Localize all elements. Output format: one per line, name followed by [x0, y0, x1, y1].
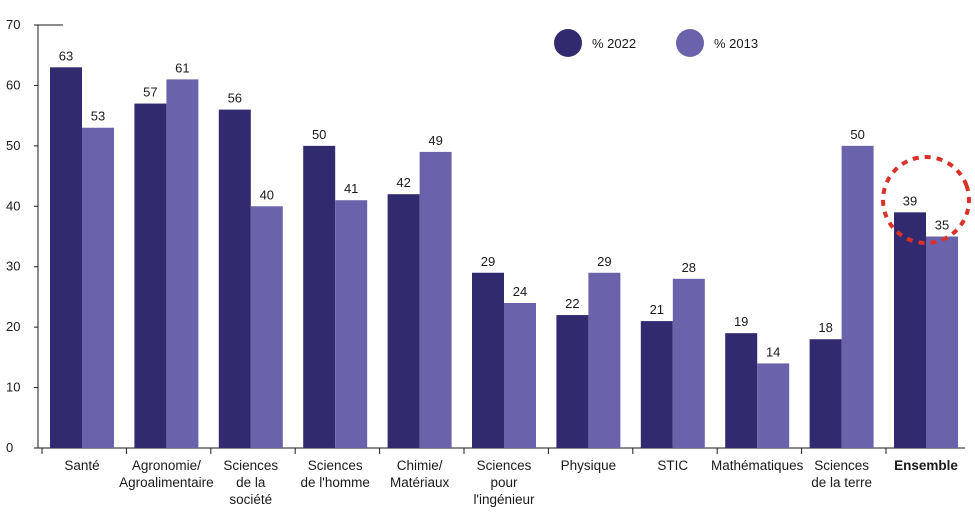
data-label: 53 — [91, 109, 105, 124]
bar — [134, 104, 166, 448]
category-label-line: STIC — [657, 458, 688, 473]
bar — [556, 315, 588, 448]
data-label: 49 — [428, 133, 442, 148]
bar — [842, 146, 874, 448]
category-label: Mathématiques — [711, 458, 804, 473]
category-label-line: Santé — [64, 458, 99, 473]
y-tick-label: 10 — [6, 380, 20, 395]
bar — [251, 206, 283, 448]
category-labels: Santé Agronomie/Agroalimentaire Sciences de… — [64, 458, 958, 507]
bar — [82, 128, 114, 448]
y-tick-label: 70 — [6, 17, 20, 32]
category-label-line: de la terre — [811, 475, 872, 490]
category-label: Sciences de la terre — [811, 458, 872, 490]
y-tick-label: 60 — [6, 77, 20, 92]
data-label: 18 — [818, 320, 832, 335]
category-label-line: Sciences — [814, 458, 869, 473]
data-label: 29 — [597, 254, 611, 269]
bar — [166, 79, 198, 448]
bar — [303, 146, 335, 448]
category-label-line: Sciences — [308, 458, 363, 473]
category-label-line: Physique — [561, 458, 617, 473]
data-label: 63 — [59, 48, 73, 63]
category-label-line: Sciences — [477, 458, 532, 473]
data-label: 42 — [396, 175, 410, 190]
bar — [641, 321, 673, 448]
category-label: Sciences pour l'ingénieur — [473, 458, 535, 507]
data-label: 19 — [734, 314, 748, 329]
data-label: 35 — [935, 218, 949, 233]
bar — [420, 152, 452, 448]
bar — [588, 273, 620, 448]
bar — [50, 67, 82, 448]
data-label: 22 — [565, 296, 579, 311]
category-label: Ensemble — [894, 458, 958, 473]
bar — [335, 200, 367, 448]
data-label: 41 — [344, 181, 358, 196]
category-label-line: pour — [490, 475, 518, 490]
bar — [388, 194, 420, 448]
category-label-line: Mathématiques — [711, 458, 804, 473]
category-label: STIC — [657, 458, 688, 473]
category-label-line: Agronomie/ — [132, 458, 201, 473]
category-label-line: de la — [236, 475, 266, 490]
y-tick-label: 30 — [6, 259, 20, 274]
y-tick-label: 20 — [6, 319, 20, 334]
data-label: 50 — [312, 127, 326, 142]
legend-label: % 2013 — [714, 36, 758, 51]
bar — [504, 303, 536, 448]
y-tick-label: 50 — [6, 138, 20, 153]
bar — [926, 237, 958, 449]
y-tick-label: 40 — [6, 198, 20, 213]
category-label-line: Chimie/ — [397, 458, 443, 473]
category-label-line: Agroalimentaire — [119, 475, 214, 490]
bar — [894, 212, 926, 448]
category-label: Physique — [561, 458, 617, 473]
data-label: 21 — [650, 302, 664, 317]
bar — [810, 339, 842, 448]
data-label: 40 — [260, 187, 274, 202]
category-label-line: de l'homme — [301, 475, 370, 490]
bar — [472, 273, 504, 448]
category-label: Agronomie/Agroalimentaire — [119, 458, 214, 490]
bar — [673, 279, 705, 448]
category-label-line: Ensemble — [894, 458, 958, 473]
category-label: Santé — [64, 458, 99, 473]
data-label: 24 — [513, 284, 527, 299]
category-label-line: l'ingénieur — [473, 492, 535, 507]
category-label-line: société — [229, 492, 272, 507]
category-label-line: Sciences — [223, 458, 278, 473]
legend-label: % 2022 — [592, 36, 636, 51]
data-label: 28 — [682, 260, 696, 275]
bar — [219, 110, 251, 448]
data-label: 39 — [903, 193, 917, 208]
data-label: 57 — [143, 85, 157, 100]
category-label-line: Matériaux — [390, 475, 450, 490]
data-label: 14 — [766, 344, 780, 359]
data-label: 50 — [850, 127, 864, 142]
category-label: Sciences de l'homme — [301, 458, 370, 490]
legend-swatch — [676, 29, 704, 57]
data-label: 29 — [481, 254, 495, 269]
bar — [725, 333, 757, 448]
category-label: Sciences de la société — [223, 458, 278, 507]
legend: % 2022 % 2013 — [554, 29, 758, 57]
data-label: 61 — [175, 60, 189, 75]
y-tick-label: 0 — [6, 440, 13, 455]
bars — [50, 67, 958, 448]
data-label: 56 — [228, 91, 242, 106]
legend-swatch — [554, 29, 582, 57]
bar — [757, 363, 789, 448]
category-label: Chimie/Matériaux — [390, 458, 450, 490]
